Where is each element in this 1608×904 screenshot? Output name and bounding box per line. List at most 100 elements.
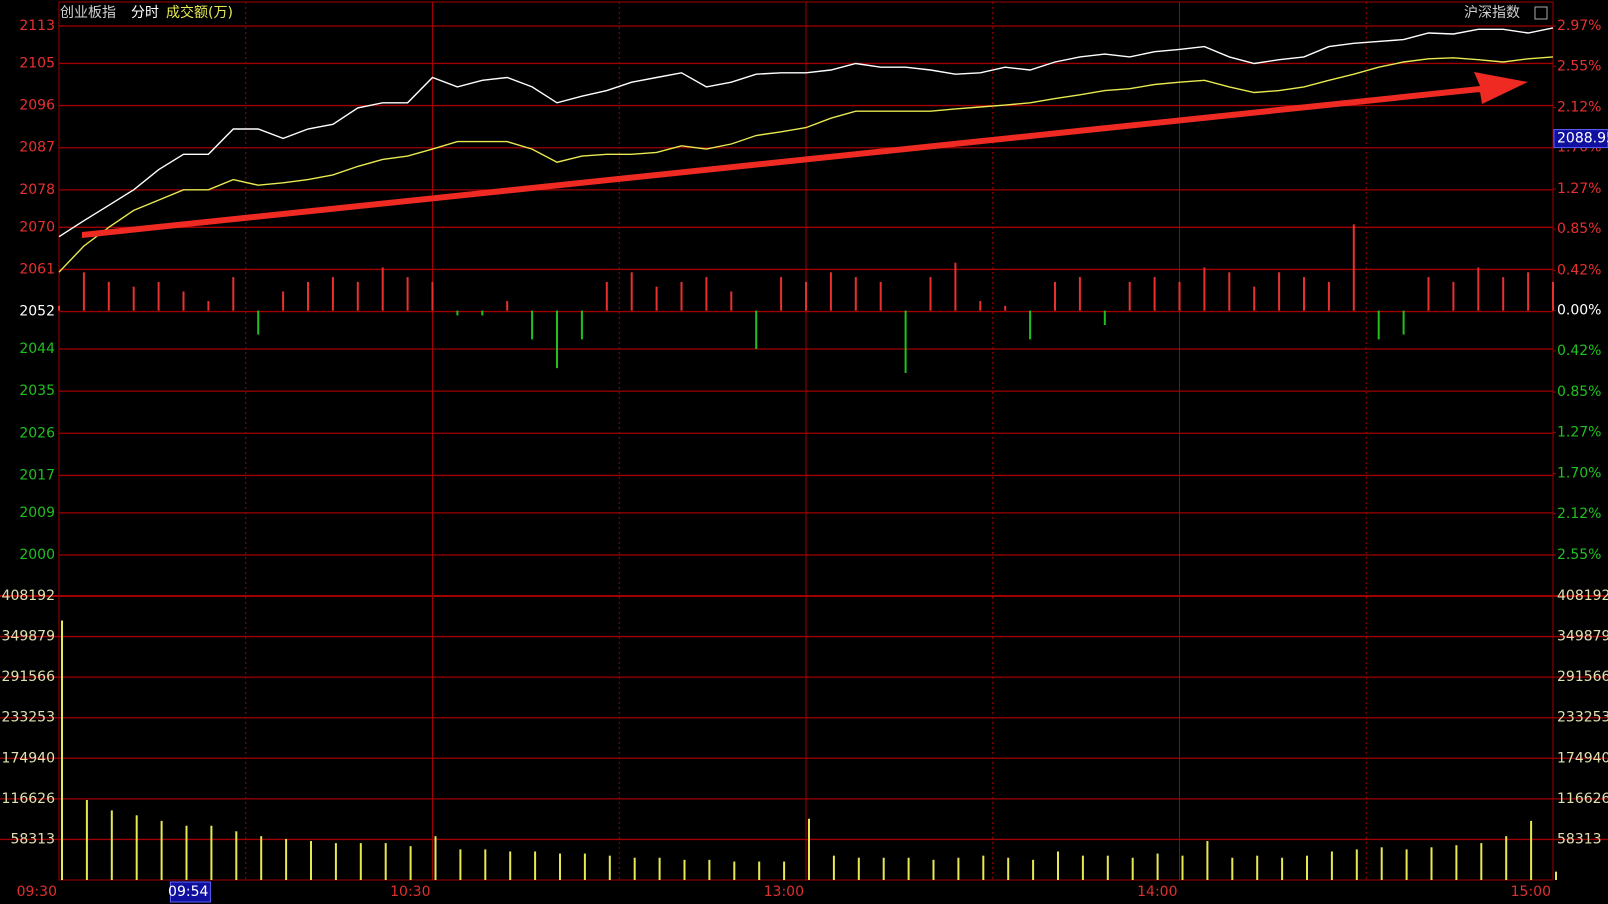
y2-tick-label: 2.97% [1557,18,1601,34]
price-line [58,56,1554,273]
breadth-bar [82,272,85,311]
breadth-bar [257,310,260,335]
volume-bar [658,857,661,880]
breadth-bar [307,281,309,311]
labels: 2000 2009 2017 2026 2035 2044 2052 2061 2070 2078… [2,18,1608,903]
volume-tick-label-right: 174940 [1557,750,1608,766]
breadth-bar [1303,277,1305,311]
volume-bar [459,849,462,880]
breadth-bar [780,277,783,311]
breadth-bar [829,272,832,311]
breadth-bar [1228,272,1231,311]
y-tick-label: 2105 [19,55,55,71]
trend-arrow [82,72,1528,238]
index-name: 创业板指 [60,5,116,21]
volume-bar [310,841,312,880]
breadth-bar [655,286,658,311]
volume-tick-label-right: 116626 [1557,791,1608,807]
breadth-bar [182,291,185,311]
cursor-time-label: 09:54 [168,884,208,900]
y-tick-label: 2070 [19,219,55,235]
index-switch[interactable]: 沪深指数 [1464,5,1520,21]
y-tick-label: 2096 [19,98,55,114]
breadth-bar [879,281,882,311]
y-tick-label: 2000 [19,547,55,563]
breadth-bar [481,310,484,316]
breadth-bar [381,267,384,311]
volume-tick-label: 174940 [2,750,55,766]
volume-bar [559,853,561,880]
breadth-bar [356,281,359,311]
volume-bar [1156,853,1159,880]
breadth-bar [1427,277,1430,311]
breadth-bar [58,305,60,311]
breadth-bar [1402,310,1405,335]
breadth-bar [1153,277,1156,311]
y2-tick-label: 0.42% [1557,343,1601,359]
breadth-bar [929,277,932,311]
y2-tick-label: 2.12% [1557,99,1601,115]
breadth-bar [531,310,534,340]
breadth-bar [1103,310,1106,325]
volume-bar [135,815,138,880]
volume-bar [1405,849,1408,880]
volume-bar [583,853,586,880]
breadth-bar [1203,267,1206,311]
volume-bar [85,799,88,880]
panel-toggle[interactable] [1534,6,1548,20]
x-tick-label: 10:30 [390,884,430,900]
breadth-bar [1278,272,1281,311]
y2-tick-label: 1.70% [1557,466,1601,482]
volume-bar [409,846,412,880]
breadth-bar [1477,267,1480,311]
breadth-bar [979,301,982,311]
volume-bar [534,851,537,880]
grid [0,1,1608,881]
volume-tick-label-right: 58313 [1557,831,1602,847]
volume-tick-label: 58313 [10,831,55,847]
volume-bar [1281,857,1284,880]
volume-tick-label-right: 408192 [1557,588,1608,604]
breadth-bar [630,272,633,311]
breadth-bar [680,281,683,311]
breadth-bar [1552,281,1554,311]
breadth-bar [1253,286,1256,311]
cursor-price-label: 2088.95 [1557,131,1608,147]
volume-bar [1231,857,1234,880]
volume-bar [1256,855,1259,880]
view-mode: 分时 [131,5,159,21]
y-tick-label: 2017 [19,467,55,483]
volume-bar [808,818,810,880]
breadth-bar [556,310,558,369]
volume-bar [1007,857,1010,880]
volume-bar [1106,855,1109,880]
volume-bar [932,859,935,880]
volume-tick-label: 349879 [2,629,55,645]
volume-bar [1131,857,1134,880]
volume-tick-label: 408192 [2,588,55,604]
volume-bar [1355,849,1358,880]
y-tick-label: 2035 [19,383,55,399]
y2-tick-label: 0.85% [1557,221,1601,237]
volume-bar [1330,851,1333,880]
volume-bar [733,861,736,880]
volume-bar [608,855,611,880]
cursor-price-box [1553,129,1608,149]
breadth-bar [705,277,708,311]
y2-tick-label: 0.42% [1557,262,1601,278]
x-tick-label: 14:00 [1137,884,1177,900]
volume-tick-label: 233253 [2,710,55,726]
breadth-bar [1029,310,1032,340]
volume-bar [185,825,188,880]
y2-tick-label: 1.27% [1557,181,1601,197]
breadth-bar [431,281,434,311]
y-tick-label: 2087 [19,140,55,156]
breadth-bar [580,310,583,340]
volume-bar [1530,820,1533,880]
breadth-bar [1327,281,1330,311]
y-tick-label: 2009 [19,505,55,521]
breadth-bar [282,291,285,311]
volume-bar [110,810,113,880]
y-tick-label: 2026 [19,425,55,441]
